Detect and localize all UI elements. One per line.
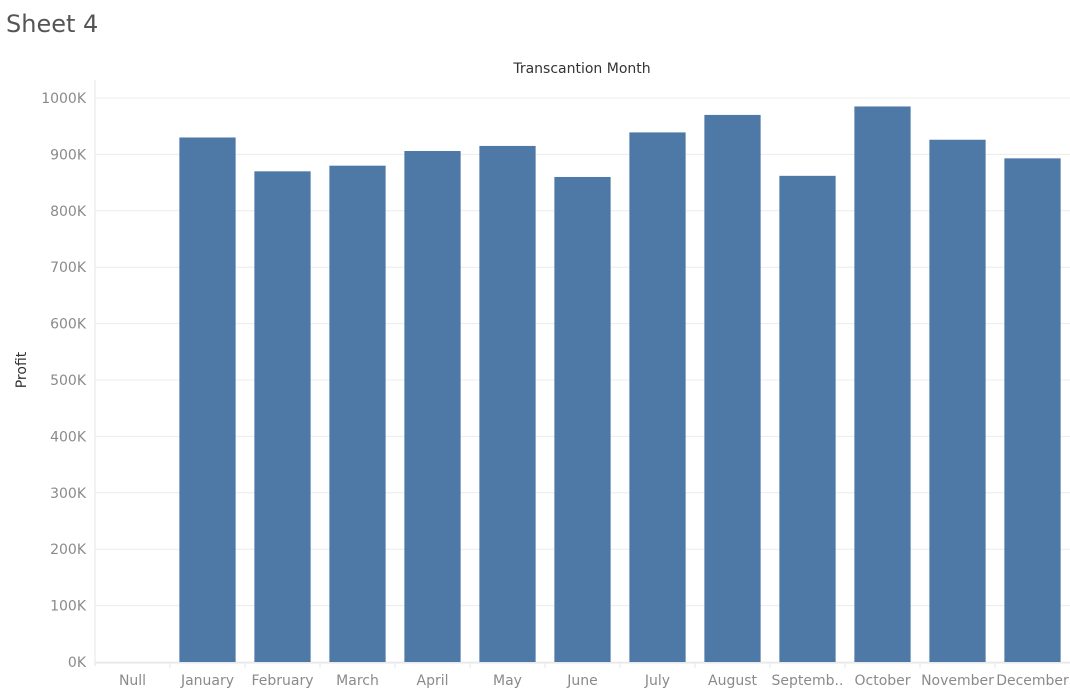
bar[interactable] [1004, 158, 1061, 662]
bar[interactable] [704, 114, 761, 663]
y-axis-title: Profit [14, 351, 30, 388]
x-tick-label: May [493, 673, 522, 689]
x-tick-label: March [336, 673, 379, 689]
y-tick-label: 200K [50, 542, 87, 558]
y-tick-label: 300K [50, 486, 87, 502]
x-tick-label: Null [119, 673, 146, 689]
bar[interactable] [929, 139, 986, 663]
x-tick-label: June [566, 673, 598, 689]
y-axis-ticks: 0K 100K 200K 300K 400K 500K 600K 700K 800K 900K 10… [41, 91, 87, 671]
x-tick-label: August [708, 673, 758, 689]
bar[interactable] [779, 175, 836, 662]
y-tick-label: 400K [50, 429, 87, 445]
bar[interactable] [554, 176, 611, 662]
bar[interactable] [254, 171, 311, 662]
x-tick-label: November [921, 673, 994, 689]
y-tick-label: 500K [50, 373, 87, 389]
bars [179, 106, 1061, 663]
y-tick-label: 600K [50, 317, 87, 333]
x-axis-title: Transcantion Month [512, 61, 650, 77]
x-tick-label: October [854, 673, 910, 689]
y-tick-label: 700K [50, 260, 87, 276]
x-tick-label: April [417, 673, 449, 689]
sheet-title: Sheet 4 [6, 10, 99, 38]
y-tick-label: 800K [50, 204, 87, 220]
bar[interactable] [179, 137, 236, 663]
bar[interactable] [629, 132, 686, 663]
bar[interactable] [404, 151, 461, 663]
y-tick-label: 900K [50, 147, 87, 163]
y-tick-label: 100K [50, 599, 87, 615]
y-tick-label: 0K [68, 655, 87, 671]
bar[interactable] [479, 145, 536, 662]
x-axis-ticks: Null January February March April May June July… [119, 663, 1069, 689]
x-tick-label: December [996, 673, 1069, 689]
y-tick-label: 1000K [41, 91, 87, 107]
bar[interactable] [329, 165, 386, 662]
x-tick-label: February [251, 673, 313, 689]
x-tick-label: Septemb.. [772, 673, 844, 689]
x-tick-label: January [180, 673, 234, 689]
bar[interactable] [854, 106, 911, 662]
x-tick-label: July [644, 673, 670, 689]
